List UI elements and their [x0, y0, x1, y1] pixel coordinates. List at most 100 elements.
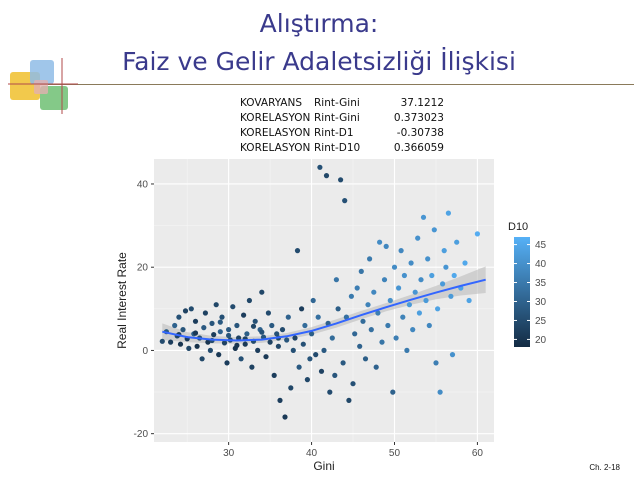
- data-point: [213, 302, 219, 308]
- data-point: [259, 289, 265, 295]
- data-point: [433, 360, 439, 366]
- data-point: [207, 347, 213, 353]
- data-point: [226, 332, 232, 339]
- data-point: [429, 272, 435, 279]
- data-point: [462, 260, 468, 266]
- data-point: [357, 343, 363, 349]
- data-point: [310, 297, 316, 304]
- data-point: [342, 198, 348, 204]
- legend-tick-label: 45: [535, 240, 547, 251]
- data-point: [440, 281, 446, 287]
- stats-row: KORELASYON Rint-D10 0.366059: [240, 141, 444, 156]
- data-point: [435, 306, 441, 312]
- legend-colorbar: [514, 237, 530, 347]
- scatter-chart: 30 40 50 60 -20 0 20 40 Gini Real Interest Rate…: [115, 159, 547, 473]
- data-point: [275, 343, 281, 349]
- data-point: [177, 341, 184, 347]
- data-point: [221, 340, 228, 346]
- stats-row: KOVARYANS Rint-Gini 37.1212: [240, 96, 444, 111]
- data-point: [381, 277, 388, 283]
- data-point: [159, 338, 165, 344]
- data-point: [217, 329, 223, 335]
- data-point: [354, 285, 360, 291]
- stats-value: 0.366059: [393, 142, 444, 154]
- data-point: [238, 356, 244, 362]
- data-point: [242, 341, 248, 347]
- data-point: [426, 322, 432, 329]
- data-point: [313, 352, 319, 358]
- data-point: [250, 323, 257, 329]
- data-point: [292, 335, 298, 341]
- data-point: [348, 293, 354, 299]
- data-point: [226, 327, 232, 333]
- data-point: [391, 264, 398, 270]
- decorative-squares-icon: [8, 58, 78, 114]
- data-point: [252, 318, 258, 324]
- data-point: [192, 330, 199, 336]
- data-point: [217, 319, 223, 325]
- data-point: [350, 381, 356, 387]
- legend-tick-label: 20: [535, 335, 547, 346]
- y-tick-label: 20: [137, 263, 149, 274]
- data-point: [323, 173, 330, 179]
- trend-line: [162, 278, 486, 342]
- stats-value: -0.30738: [396, 127, 444, 139]
- data-point: [307, 356, 313, 362]
- stats-pair: Rint-Gini: [314, 97, 360, 109]
- data-point: [241, 312, 247, 318]
- data-point: [466, 297, 472, 304]
- data-point: [192, 318, 199, 324]
- data-point: [445, 210, 451, 216]
- data-point: [209, 320, 215, 326]
- data-point: [172, 322, 178, 329]
- data-point: [244, 331, 250, 337]
- data-point: [224, 360, 230, 366]
- data-point: [383, 243, 389, 249]
- data-point: [329, 335, 335, 341]
- data-point: [401, 272, 407, 279]
- plot-panel: [154, 159, 494, 442]
- data-point: [412, 289, 418, 295]
- axis-ticks: 30 40 50 60 -20 0 20 40: [134, 179, 484, 459]
- data-point: [393, 335, 399, 341]
- data-point: [360, 318, 366, 324]
- y-axis-label: Real Interest Rate: [115, 252, 129, 349]
- data-point: [168, 339, 174, 345]
- data-point: [346, 397, 352, 403]
- data-point: [408, 260, 414, 266]
- data-point: [182, 308, 189, 314]
- data-point: [234, 322, 240, 329]
- x-axis-label: Gini: [313, 459, 334, 473]
- legend-title: D10: [508, 221, 528, 233]
- data-point: [441, 248, 447, 254]
- data-point: [368, 327, 374, 333]
- data-point: [263, 354, 269, 360]
- data-point: [443, 264, 449, 270]
- data-point: [379, 339, 385, 345]
- data-point: [211, 332, 217, 338]
- stats-value: 0.373023: [393, 112, 444, 124]
- data-point: [387, 297, 393, 304]
- data-point: [294, 248, 301, 254]
- data-point: [373, 364, 379, 370]
- data-point: [358, 268, 364, 274]
- data-point: [302, 322, 308, 329]
- data-point: [284, 337, 290, 343]
- x-tick-label: 50: [389, 448, 401, 459]
- data-point: [343, 314, 349, 320]
- data-point: [415, 235, 421, 241]
- legend-tick-label: 30: [535, 297, 547, 308]
- stats-label: KORELASYON: [240, 127, 311, 139]
- data-point: [340, 360, 346, 366]
- data-point: [249, 364, 255, 370]
- data-point: [406, 302, 412, 308]
- x-tick-label: 60: [472, 448, 484, 459]
- data-point: [317, 164, 323, 170]
- data-point: [259, 329, 265, 335]
- data-point: [304, 377, 310, 383]
- data-point: [285, 314, 291, 320]
- data-point: [271, 372, 277, 378]
- data-point: [267, 339, 273, 345]
- legend-tick-label: 40: [535, 259, 547, 270]
- data-points: [159, 164, 480, 420]
